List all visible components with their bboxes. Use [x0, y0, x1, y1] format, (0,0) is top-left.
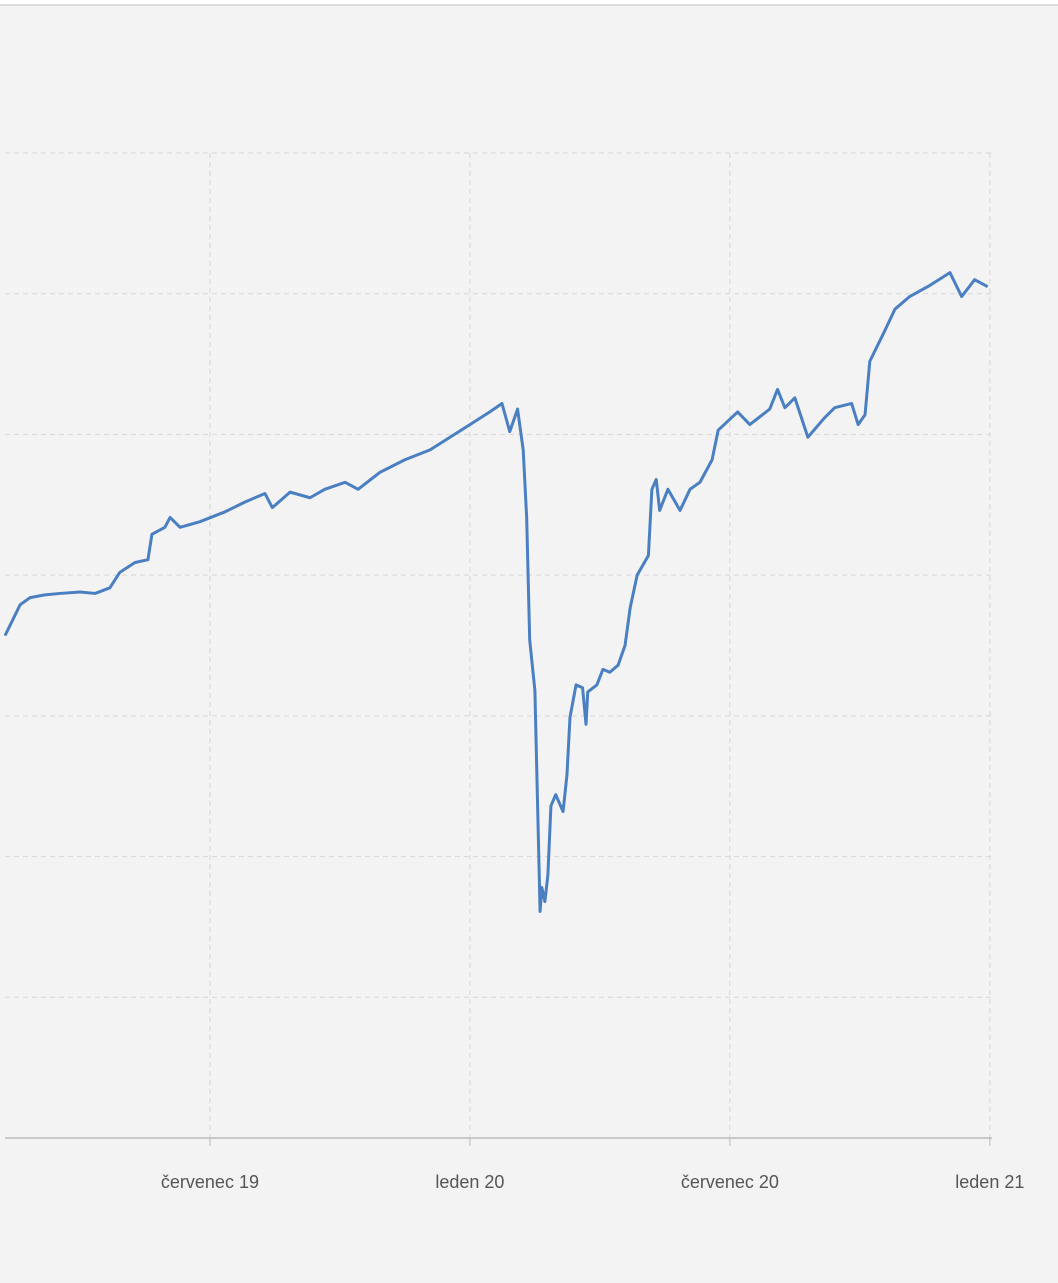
x-tick-label: červenec 20 [681, 1172, 779, 1192]
line-series [3, 271, 989, 913]
x-tick-label: leden 20 [435, 1172, 504, 1192]
x-tick-label: červenec 19 [161, 1172, 259, 1192]
x-tick-label: leden 21 [955, 1172, 1024, 1192]
